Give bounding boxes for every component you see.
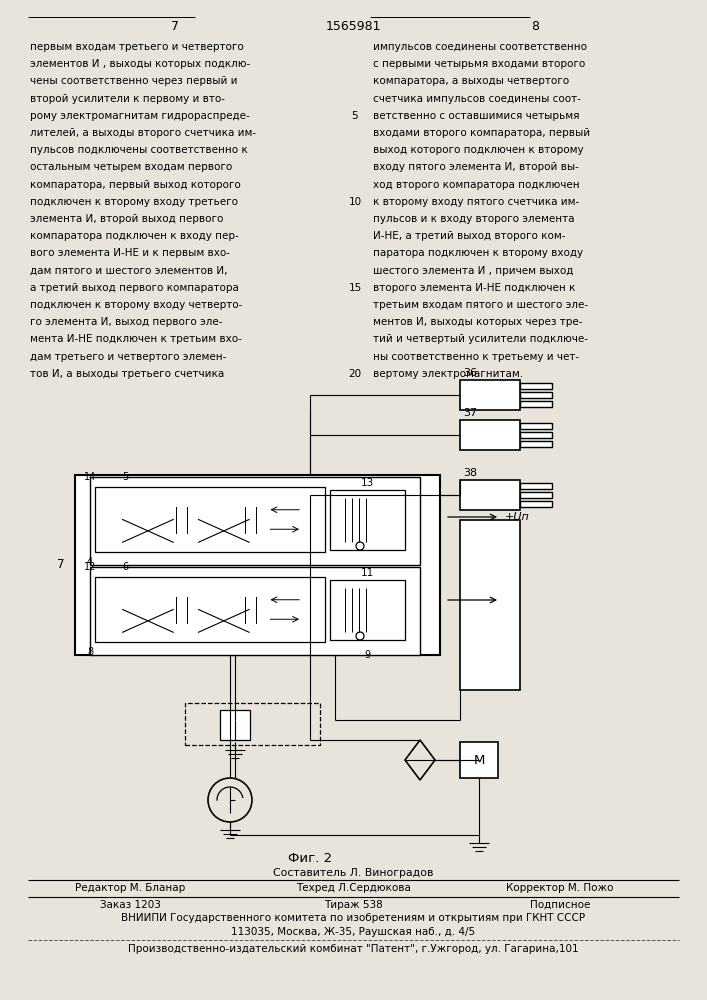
Text: остальным четырем входам первого: остальным четырем входам первого — [30, 162, 233, 172]
Text: 14: 14 — [84, 472, 96, 482]
Text: Техред Л.Сердюкова: Техред Л.Сердюкова — [296, 883, 411, 893]
Bar — [520, 492, 552, 498]
Text: 37: 37 — [463, 408, 477, 418]
Bar — [95, 577, 325, 642]
Bar — [220, 710, 250, 740]
Text: паратора подключен к второму входу: паратора подключен к второму входу — [373, 248, 583, 258]
Text: 4: 4 — [87, 557, 93, 567]
Text: 6: 6 — [122, 562, 128, 572]
Bar — [460, 742, 498, 778]
Text: И-НЕ, а третий выход второго ком-: И-НЕ, а третий выход второго ком- — [373, 231, 566, 241]
Text: второй усилители к первому и вто-: второй усилители к первому и вто- — [30, 94, 225, 104]
Text: 36: 36 — [463, 368, 477, 378]
Text: ветственно с оставшимися четырьмя: ветственно с оставшимися четырьмя — [373, 111, 580, 121]
Text: 10: 10 — [349, 197, 361, 207]
Text: пульсов подключены соответственно к: пульсов подключены соответственно к — [30, 145, 247, 155]
Text: 5: 5 — [351, 111, 358, 121]
Bar — [460, 480, 520, 510]
Text: Редактор М. Бланар: Редактор М. Бланар — [75, 883, 185, 893]
Text: входу пятого элемента И, второй вы-: входу пятого элемента И, второй вы- — [373, 162, 579, 172]
Text: 5: 5 — [122, 472, 128, 482]
Text: +Uп: +Uп — [505, 512, 530, 522]
Bar — [520, 432, 552, 438]
Text: Производственно-издательский комбинат "Патент", г.Ужгород, ул. Гагарина,101: Производственно-издательский комбинат "П… — [128, 944, 578, 954]
Bar — [520, 383, 552, 389]
Text: элементов И , выходы которых подклю-: элементов И , выходы которых подклю- — [30, 59, 250, 69]
Text: ВНИИПИ Государственного комитета по изобретениям и открытиям при ГКНТ СССР: ВНИИПИ Государственного комитета по изоб… — [121, 913, 585, 923]
Text: компаратора, а выходы четвертого: компаратора, а выходы четвертого — [373, 76, 569, 86]
Text: 20: 20 — [349, 369, 361, 379]
Text: элемента И, второй выход первого: элемента И, второй выход первого — [30, 214, 223, 224]
Bar — [520, 441, 552, 447]
Bar — [75, 475, 440, 655]
Text: 15: 15 — [349, 283, 361, 293]
Text: компаратора, первый выход которого: компаратора, первый выход которого — [30, 180, 241, 190]
Bar — [460, 520, 520, 690]
Text: счетчика импульсов соединены соот-: счетчика импульсов соединены соот- — [373, 94, 581, 104]
Text: Корректор М. Пожо: Корректор М. Пожо — [506, 883, 614, 893]
Text: 38: 38 — [463, 468, 477, 478]
Text: с первыми четырьмя входами второго: с первыми четырьмя входами второго — [373, 59, 585, 69]
Text: тий и четвертый усилители подключе-: тий и четвертый усилители подключе- — [373, 334, 588, 344]
Bar — [330, 490, 405, 550]
Text: Тираж 538: Тираж 538 — [324, 900, 382, 910]
Text: Подписное: Подписное — [530, 900, 590, 910]
Text: ход второго компаратора подключен: ход второго компаратора подключен — [373, 180, 580, 190]
Text: первым входам третьего и четвертого: первым входам третьего и четвертого — [30, 42, 244, 52]
Bar — [520, 401, 552, 407]
Text: 11: 11 — [361, 568, 373, 578]
Text: входами второго компаратора, первый: входами второго компаратора, первый — [373, 128, 590, 138]
Text: 113035, Москва, Ж-35, Раушская наб., д. 4/5: 113035, Москва, Ж-35, Раушская наб., д. … — [231, 927, 475, 937]
Text: го элемента И, выход первого эле-: го элемента И, выход первого эле- — [30, 317, 223, 327]
Text: 8: 8 — [87, 647, 93, 657]
Text: 1565981: 1565981 — [325, 20, 381, 33]
Text: дам третьего и четвертого элемен-: дам третьего и четвертого элемен- — [30, 352, 226, 362]
Text: Составитель Л. Виноградов: Составитель Л. Виноградов — [273, 868, 433, 878]
Text: выход которого подключен к второму: выход которого подключен к второму — [373, 145, 583, 155]
Text: лителей, а выходы второго счетчика им-: лителей, а выходы второго счетчика им- — [30, 128, 256, 138]
Text: 13: 13 — [361, 478, 373, 488]
Bar — [520, 501, 552, 507]
Text: 7: 7 — [171, 20, 179, 33]
Bar — [95, 487, 325, 552]
Text: тов И, а выходы третьего счетчика: тов И, а выходы третьего счетчика — [30, 369, 224, 379]
Bar — [520, 483, 552, 489]
Text: компаратора подключен к входу пер-: компаратора подключен к входу пер- — [30, 231, 239, 241]
Text: 8: 8 — [531, 20, 539, 33]
Bar — [185, 703, 320, 745]
Text: Фиг. 2: Фиг. 2 — [288, 852, 332, 865]
Text: пульсов и к входу второго элемента: пульсов и к входу второго элемента — [373, 214, 575, 224]
Text: 9: 9 — [364, 650, 370, 660]
Text: мента И-НЕ подключен к третьим вхо-: мента И-НЕ подключен к третьим вхо- — [30, 334, 242, 344]
Text: импульсов соединены соответственно: импульсов соединены соответственно — [373, 42, 587, 52]
Text: подключен к второму входу третьего: подключен к второму входу третьего — [30, 197, 238, 207]
Text: вертому электромагнитам.: вертому электромагнитам. — [373, 369, 523, 379]
Text: дам пятого и шестого элементов И,: дам пятого и шестого элементов И, — [30, 266, 228, 276]
Text: М: М — [473, 754, 485, 766]
Text: ментов И, выходы которых через тре-: ментов И, выходы которых через тре- — [373, 317, 583, 327]
Bar — [520, 392, 552, 398]
Bar — [90, 477, 420, 565]
Text: третьим входам пятого и шестого эле-: третьим входам пятого и шестого эле- — [373, 300, 588, 310]
Text: вого элемента И-НЕ и к первым вхо-: вого элемента И-НЕ и к первым вхо- — [30, 248, 230, 258]
Text: ны соответственно к третьему и чет-: ны соответственно к третьему и чет- — [373, 352, 579, 362]
Text: 7: 7 — [57, 558, 65, 572]
Text: рому электромагнитам гидрораспреде-: рому электромагнитам гидрораспреде- — [30, 111, 250, 121]
Bar — [460, 380, 520, 410]
Text: Заказ 1203: Заказ 1203 — [100, 900, 160, 910]
Text: а третий выход первого компаратора: а третий выход первого компаратора — [30, 283, 239, 293]
Text: шестого элемента И , причем выход: шестого элемента И , причем выход — [373, 266, 573, 276]
Bar — [90, 567, 420, 655]
Bar — [330, 580, 405, 640]
Bar — [460, 420, 520, 450]
Text: 12: 12 — [84, 562, 96, 572]
Text: второго элемента И-НЕ подключен к: второго элемента И-НЕ подключен к — [373, 283, 575, 293]
Text: чены соответственно через первый и: чены соответственно через первый и — [30, 76, 238, 86]
Text: подключен к второму входу четверто-: подключен к второму входу четверто- — [30, 300, 243, 310]
Text: к второму входу пятого счетчика им-: к второму входу пятого счетчика им- — [373, 197, 579, 207]
Bar — [520, 423, 552, 429]
